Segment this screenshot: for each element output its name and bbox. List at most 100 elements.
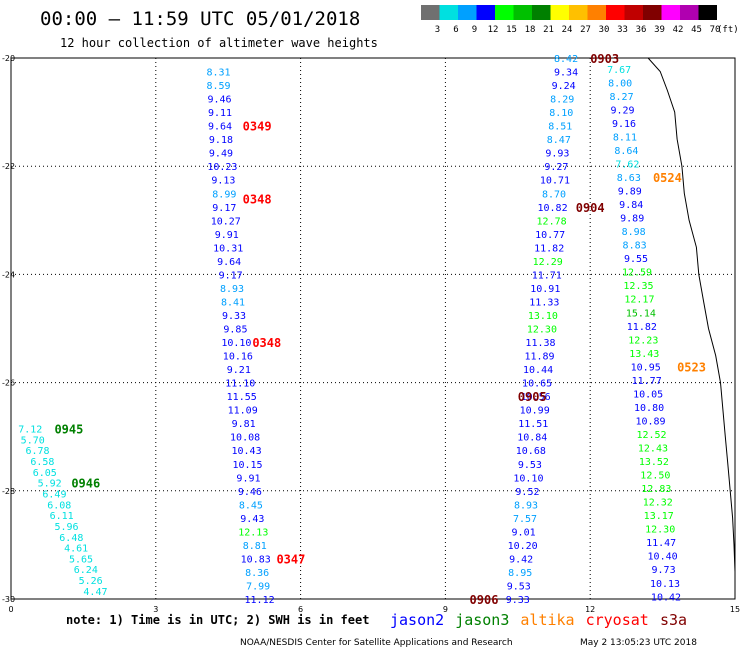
data-point-jason2: 11.12 — [245, 595, 275, 606]
data-point-jason3: 5.65 — [69, 554, 93, 565]
legend-swatch — [439, 5, 458, 20]
data-point-jason3: 5.92 — [38, 479, 62, 490]
satellite-label-s3a: s3a — [660, 611, 687, 629]
data-point-jason2: 8.99 — [212, 189, 236, 200]
data-point-jason2: 10.68 — [516, 446, 546, 457]
data-point-jason2: 10.16 — [223, 352, 253, 363]
legend-bin-label: 18 — [525, 25, 536, 35]
data-point-jason2: 12.29 — [533, 257, 563, 268]
legend-swatch — [698, 5, 717, 20]
pass-time-label: 0348 — [252, 336, 281, 350]
data-point-jason2: 8.29 — [550, 95, 574, 106]
data-point-jason2: 10.40 — [648, 552, 678, 563]
data-point-jason2: 11.77 — [632, 376, 662, 387]
grid-lines — [11, 58, 735, 599]
data-point-jason2: 8.64 — [614, 146, 638, 157]
y-tick-label: -20 — [2, 54, 15, 63]
data-point-jason2: 10.83 — [241, 554, 271, 565]
data-point-jason2: 9.46 — [238, 487, 262, 498]
data-point-jason2: 9.53 — [507, 581, 531, 592]
data-point-jason2: 9.43 — [240, 514, 264, 525]
pass-time-label: 0906 — [470, 593, 499, 607]
data-point-jason2: 7.67 — [607, 65, 631, 76]
data-point-jason2: 9.89 — [618, 187, 642, 198]
footer-timestamp: May 2 13:05:23 UTC 2018 — [580, 638, 697, 648]
legend-bin-label: 3 — [435, 25, 440, 35]
data-point-jason2: 10.05 — [633, 389, 663, 400]
data-point-jason2: 9.46 — [207, 95, 231, 106]
data-point-jason2: 11.82 — [627, 322, 657, 333]
data-point-jason2: 10.42 — [651, 592, 681, 603]
y-tick-label: -30 — [2, 595, 15, 604]
data-point-jason2: 9.29 — [610, 105, 634, 116]
y-tick-label: -22 — [2, 162, 15, 171]
data-point-jason3: 6.05 — [33, 468, 57, 479]
legend-bin-label: 33 — [617, 25, 628, 35]
data-point-jason2: 8.51 — [548, 122, 572, 133]
data-point-jason2: 9.24 — [552, 81, 576, 92]
data-point-jason2: 12.13 — [238, 527, 268, 538]
data-point-jason3: 6.11 — [50, 511, 74, 522]
legend-swatch — [587, 5, 606, 20]
data-point-jason2: 8.42 — [554, 54, 578, 65]
data-point-jason2: 9.17 — [219, 270, 243, 281]
data-point-jason3: 6.49 — [42, 490, 66, 501]
data-point-jason2: 8.59 — [206, 81, 230, 92]
data-point-jason2: 10.99 — [520, 406, 550, 417]
data-point-jason3: 5.96 — [54, 522, 78, 533]
data-point-jason2: 8.36 — [245, 568, 269, 579]
data-point-jason2: 11.82 — [534, 243, 564, 254]
data-point-jason3: 5.70 — [21, 435, 45, 446]
data-point-jason2: 12.52 — [636, 430, 666, 441]
data-point-jason2: 9.89 — [620, 214, 644, 225]
legend-bin-label: 21 — [543, 25, 554, 35]
chart-title: 00:00 – 11:59 UTC 05/01/2018 — [40, 8, 360, 30]
satellite-label-altika: altika — [520, 611, 574, 629]
y-tick-label: -28 — [2, 487, 15, 496]
data-point-jason2: 11.09 — [228, 406, 258, 417]
legend-bin-label: 6 — [453, 25, 458, 35]
data-point-jason2: 8.31 — [206, 68, 230, 79]
data-point-jason2: 9.91 — [215, 230, 239, 241]
data-point-jason2: 9.33 — [506, 595, 530, 606]
data-point-jason2: 8.45 — [239, 500, 263, 511]
data-point-jason2: 10.77 — [535, 230, 565, 241]
legend-bin-label: 9 — [472, 25, 477, 35]
data-point-jason2: 11.10 — [225, 379, 255, 390]
footer-credit: NOAA/NESDIS Center for Satellite Applica… — [240, 638, 513, 648]
data-point-jason2: 9.42 — [509, 554, 533, 565]
data-point-jason2: 10.10 — [221, 338, 251, 349]
data-point-jason2: 9.17 — [212, 203, 236, 214]
legend-swatch — [643, 5, 662, 20]
data-point-jason2: 11.38 — [525, 338, 555, 349]
data-point-jason2: 15.14 — [626, 308, 656, 319]
data-point-jason2: 9.01 — [512, 527, 536, 538]
data-point-jason2: 9.84 — [619, 200, 643, 211]
legend-swatch — [532, 5, 551, 20]
data-point-jason2: 8.93 — [514, 500, 538, 511]
data-point-jason3: 4.61 — [64, 544, 88, 555]
data-point-jason2: 8.93 — [220, 284, 244, 295]
x-tick-label: 6 — [298, 605, 303, 614]
legend-swatch — [476, 5, 495, 20]
legend-bin-label: 39 — [654, 25, 665, 35]
data-point-jason2: 8.00 — [608, 78, 632, 89]
data-point-jason2: 10.82 — [537, 203, 567, 214]
legend-swatch — [495, 5, 514, 20]
data-point-jason2: 10.23 — [207, 162, 237, 173]
data-point-jason2: 8.47 — [547, 135, 571, 146]
plot-area: 0 3 6 9 12 15 -20 -22 -24 -26 -28 -30 8.31 8.59 9.46 9… — [2, 52, 740, 614]
legend-swatch — [550, 5, 569, 20]
x-tick-label: 12 — [585, 605, 595, 614]
data-point-jason2: 10.10 — [513, 473, 543, 484]
legend-swatch — [661, 5, 680, 20]
y-tick-label: -24 — [2, 270, 15, 279]
data-point-jason3: 7.12 — [18, 425, 42, 436]
data-point-jason2: 9.34 — [554, 68, 578, 79]
data-point-jason2: 9.27 — [544, 162, 568, 173]
data-point-jason3: 6.08 — [47, 500, 71, 511]
plot-frame — [10, 57, 736, 600]
data-point-jason2: 9.18 — [209, 135, 233, 146]
data-point-jason2: 7.62 — [615, 159, 639, 170]
data-point-jason2: 12.32 — [643, 498, 673, 509]
